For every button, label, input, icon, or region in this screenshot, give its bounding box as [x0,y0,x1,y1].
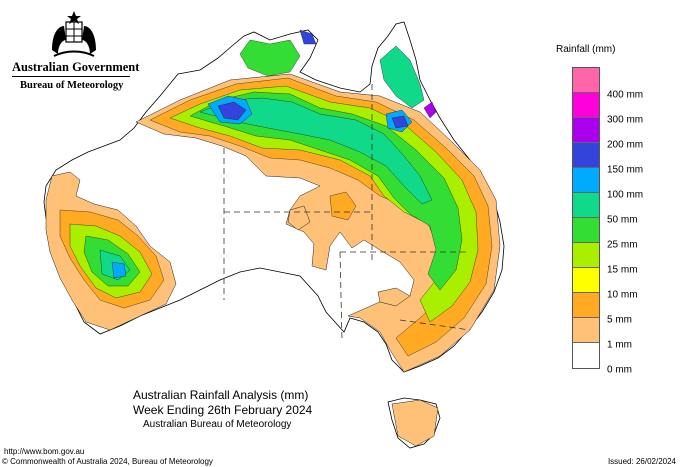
legend-label: 150 mm [607,164,644,176]
legend-label: 1 mm [607,339,632,351]
footer-copyright: © Commonwealth of Australia 2024, Bureau… [2,457,213,466]
state-borders [223,84,471,341]
rainfall-band-200mm [423,101,437,119]
legend-swatch [573,193,599,218]
legend-swatch [573,268,599,293]
map-caption: Australian Rainfall Analysis (mm) Week E… [133,388,333,431]
legend-label: 15 mm [607,264,638,276]
legend-label: 400 mm [607,89,644,101]
caption-week: Week Ending 26th February 2024 [133,403,313,417]
legend-swatch [573,343,599,368]
caption-title: Australian Rainfall Analysis (mm) [133,388,309,402]
legend-swatch [573,243,599,268]
legend-title: Rainfall (mm) [556,44,616,55]
caption-org: Australian Bureau of Meteorology [143,419,292,430]
legend-label: 200 mm [607,139,644,151]
legend-swatch [573,218,599,243]
legend-label: 25 mm [607,239,638,251]
legend-label: 300 mm [607,114,644,126]
legend-swatch [573,143,599,168]
legend-swatch [573,68,599,93]
header-divider [12,76,130,77]
legend-swatch [573,93,599,118]
legend-label: 100 mm [607,189,644,201]
legend-colorbar [572,67,600,369]
legend-label: 50 mm [607,214,638,226]
legend-label: 0 mm [607,364,632,376]
legend-swatch [573,118,599,143]
footer-issued: Issued: 26/02/2024 [607,457,676,466]
coat-of-arms-icon [52,11,96,57]
rainfall-band-150mm [217,29,409,129]
agency-title: Bureau of Meteorology [20,80,124,91]
government-title: Australian Government [12,60,140,74]
legend-swatch [573,318,599,343]
legend-swatch [573,293,599,318]
legend-swatch [573,168,599,193]
legend-label: 10 mm [607,289,638,301]
legend-label: 5 mm [607,314,632,326]
footer-url[interactable]: http://www.bom.gov.au [4,447,85,456]
government-header: Australian Government Bureau of Meteorol… [8,10,139,100]
